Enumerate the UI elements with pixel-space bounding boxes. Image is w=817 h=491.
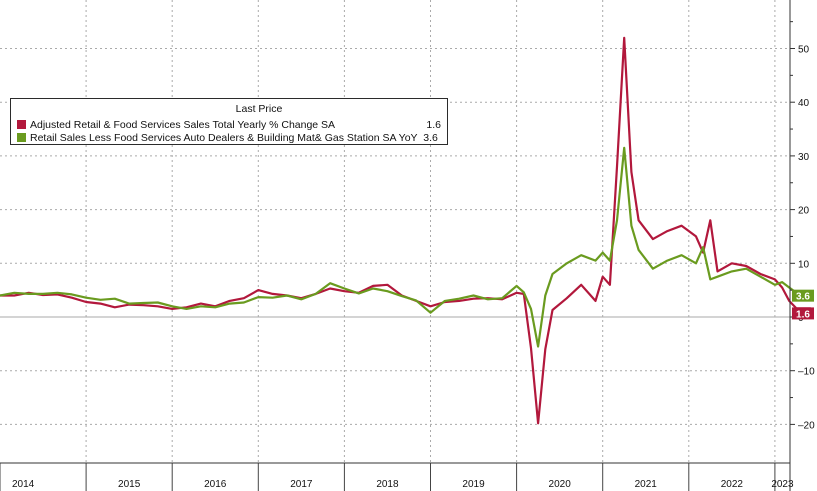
legend-swatch-red (17, 120, 26, 129)
y-tick-label: 50 (798, 45, 810, 56)
last-value-badge: 1.6 (792, 307, 814, 320)
x-tick-label: 2023 (771, 479, 794, 490)
last-value-labels: 1.6 3.6 (792, 289, 814, 320)
legend-last-value: 3.6 (423, 132, 438, 144)
y-tick-label: –20 (798, 420, 815, 431)
series-line-retail-food (0, 36, 811, 425)
x-tick-label: 2014 (12, 479, 35, 490)
legend-last-value: 1.6 (426, 119, 441, 131)
y-tick-label: 20 (798, 206, 810, 217)
y-tick-label: 30 (798, 152, 810, 163)
legend-swatch-green (17, 133, 26, 142)
x-tick-label: 2015 (118, 479, 141, 490)
last-value-badge: 3.6 (792, 289, 814, 303)
y-tick-label: –10 (798, 367, 815, 378)
x-tick-label: 2021 (635, 479, 658, 490)
legend-label: Retail Sales Less Food Services Auto Dea… (30, 132, 418, 144)
y-tick-label: 10 (798, 259, 810, 270)
y-tick-label: 40 (798, 98, 810, 109)
last-value-badge-bg (792, 307, 814, 320)
last-value-label: 3.6 (796, 292, 810, 303)
legend-label: Adjusted Retail & Food Services Sales To… (30, 119, 336, 131)
legend: Last Price Adjusted Retail & Food Servic… (10, 98, 448, 145)
x-tick-label: 2022 (721, 479, 744, 490)
x-tick-label: 2017 (290, 479, 313, 490)
x-tick-label: 2016 (204, 479, 227, 490)
last-value-badge-bg (792, 289, 814, 302)
x-tick-label: 2018 (376, 479, 399, 490)
legend-entry-retail-less: Retail Sales Less Food Services Auto Dea… (17, 132, 441, 145)
gridlines (0, 0, 790, 463)
x-tick-label: 2020 (549, 479, 572, 490)
last-value-label: 1.6 (796, 309, 810, 320)
series-layer (0, 36, 812, 425)
series-line-retail-less (0, 146, 812, 348)
legend-entry-retail-food: Adjusted Retail & Food Services Sales To… (17, 119, 441, 132)
x-tick-label: 2019 (462, 479, 485, 490)
legend-header: Last Price (235, 103, 283, 115)
